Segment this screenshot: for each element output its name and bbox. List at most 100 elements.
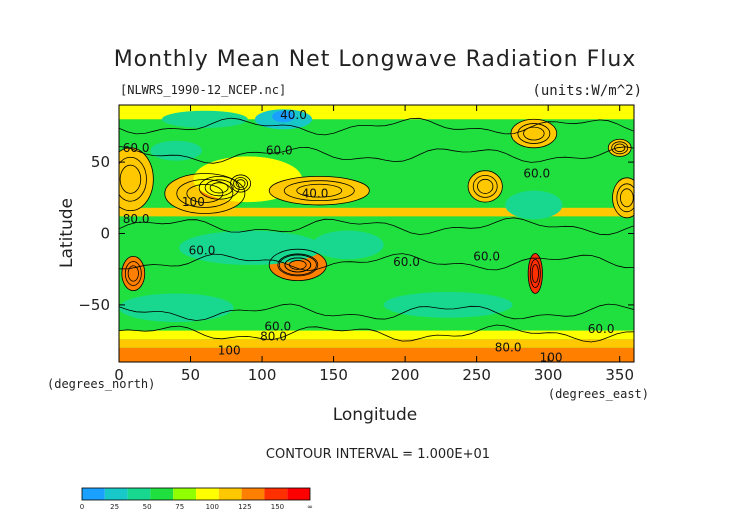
contour-label: 60.0 <box>523 167 550 181</box>
contour-line <box>235 179 246 188</box>
contour-line <box>517 123 551 144</box>
contour-label: 60.0 <box>588 322 615 336</box>
colorbar-frame <box>81 487 311 501</box>
flux-region <box>505 190 563 220</box>
flux-region <box>161 110 248 128</box>
contour-label: 60.0 <box>266 144 293 158</box>
contour-line <box>230 174 252 193</box>
contour-line <box>204 179 234 197</box>
colorbar-swatch <box>82 488 105 500</box>
flux-band <box>119 207 634 217</box>
contour-label: 80.0 <box>260 329 287 343</box>
contour-line <box>616 183 634 213</box>
contour-line <box>611 141 629 155</box>
contour-label: 60.0 <box>393 255 420 269</box>
contour-line <box>119 117 634 136</box>
colorbar-tick-label: 125 <box>238 503 251 511</box>
contour-label: 60.0 <box>189 244 216 258</box>
flux-region <box>272 110 295 123</box>
contour-interval: CONTOUR INTERVAL = 1.000E+01 <box>266 447 490 462</box>
y-unit-label: (degrees_north) <box>47 377 155 391</box>
plot-background <box>119 105 634 362</box>
flux-region <box>150 140 202 161</box>
colorbar-swatch <box>241 488 265 500</box>
contour-line <box>529 259 541 288</box>
contour-line <box>268 248 327 282</box>
contour-line <box>127 265 139 282</box>
chart-title: Monthly Mean Net Longwave Radiation Flux <box>114 47 637 72</box>
flux-band <box>119 347 634 362</box>
y-tick-label: −50 <box>78 296 110 314</box>
contour-label: 60.0 <box>123 141 150 155</box>
colorbar-swatch <box>287 488 310 500</box>
flux-band <box>119 105 634 120</box>
colorbar-tick-label: 25 <box>110 503 119 511</box>
contour-label: 40.0 <box>302 187 329 201</box>
contour-line <box>531 264 539 283</box>
plot-area <box>119 105 634 362</box>
x-tick-label: 100 <box>248 366 277 384</box>
contour-line <box>620 188 634 208</box>
x-tick-label: 50 <box>181 366 200 384</box>
colorbar-tick-label: ∞ <box>307 503 313 511</box>
colorbar: 0 25 50 75 100 125 150 ∞ <box>80 487 313 511</box>
flux-region <box>119 147 154 211</box>
y-axis-label: Latitude <box>57 198 77 268</box>
contour-line <box>119 146 634 164</box>
contour-line <box>233 177 249 190</box>
flux-band <box>119 330 634 340</box>
colorbar-swatch <box>218 488 242 500</box>
flux-band <box>119 339 634 348</box>
contour-line <box>198 175 240 200</box>
flux-region <box>119 293 234 323</box>
colorbar-swatch <box>127 488 151 500</box>
x-axis-label: Longitude <box>333 405 418 425</box>
contour-line <box>284 257 312 273</box>
contour-line <box>119 156 147 202</box>
x-unit-label: (degrees_east) <box>548 387 649 401</box>
contour-line <box>472 174 498 198</box>
contour-line <box>121 255 146 292</box>
contour-line <box>296 183 343 198</box>
contour-label: 100 <box>218 344 241 358</box>
contour-line <box>164 173 246 214</box>
contour-line <box>268 175 370 206</box>
contour-label: 100 <box>182 195 205 209</box>
contour-line <box>277 253 319 277</box>
contour-line <box>523 126 545 141</box>
contour-line <box>119 147 154 212</box>
colorbar-swatch <box>173 488 196 500</box>
colorbar-tick-label: 0 <box>80 503 84 511</box>
contour-line <box>614 143 626 153</box>
contour-line <box>209 182 229 194</box>
contour-line <box>527 253 543 294</box>
x-tick-label: 250 <box>462 366 491 384</box>
flux-region <box>312 230 384 260</box>
colorbar-swatch <box>196 488 219 500</box>
contour-line <box>612 177 634 219</box>
colorbar-tick-label: 75 <box>175 503 184 511</box>
contour-line <box>278 254 317 276</box>
contour-line <box>119 217 634 236</box>
contour-line <box>119 303 634 321</box>
contour-label: 80.0 <box>123 212 150 226</box>
contour-line <box>467 170 503 203</box>
flux-region <box>179 230 323 265</box>
colorbar-tick-label: 150 <box>271 503 284 511</box>
contour-line <box>119 324 634 343</box>
contour-line <box>119 253 634 272</box>
contour-label: 60.0 <box>264 319 291 333</box>
colorbar-tick-label: 50 <box>143 503 152 511</box>
x-tick-label: 150 <box>319 366 348 384</box>
contour-label: 80.0 <box>495 341 522 355</box>
y-tick-label: 50 <box>91 153 110 171</box>
contour-line <box>119 164 142 194</box>
colorbar-swatch <box>264 488 288 500</box>
colorbar-swatch <box>104 488 128 500</box>
colorbar-swatch <box>150 488 174 500</box>
flux-region <box>612 177 634 218</box>
contour-label: 100 <box>540 351 563 365</box>
colorbar-tick-label: 100 <box>206 503 219 511</box>
contour-line <box>283 180 355 202</box>
